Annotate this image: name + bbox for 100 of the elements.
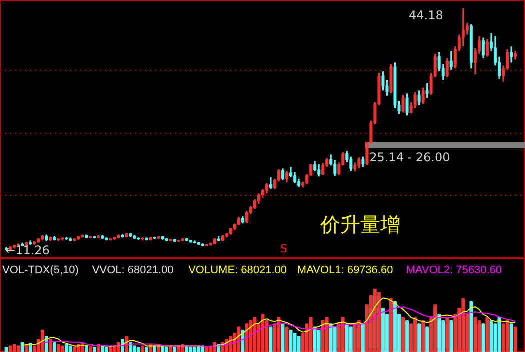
bar: [333, 326, 337, 352]
bar: [145, 346, 148, 352]
candlestick: [462, 8, 465, 48]
bar: [317, 330, 321, 352]
bar: [378, 292, 381, 352]
bar: [60, 346, 64, 352]
bar: [390, 298, 393, 352]
bar: [92, 346, 96, 352]
bar: [16, 346, 20, 352]
bar: [325, 317, 329, 352]
candlestick: [286, 170, 289, 184]
bar: [40, 330, 44, 352]
bar: [426, 326, 430, 352]
text: MAVOL2: 75630.60: [406, 264, 502, 276]
bar: [361, 324, 365, 352]
bar: [434, 304, 438, 352]
band-label: 25.14 - 26.00: [370, 150, 450, 164]
annotation: 44.18: [409, 8, 444, 23]
bar: [446, 317, 450, 352]
candlestick: [314, 160, 317, 172]
bar: [293, 333, 297, 352]
candlestick: [270, 176, 273, 190]
bar: [24, 344, 28, 352]
bar: [4, 346, 8, 352]
bar: [297, 336, 301, 352]
text: VOLUME: 68021.00: [188, 264, 288, 276]
bar: [349, 326, 353, 352]
bar: [12, 344, 16, 352]
annotation: S: [280, 242, 288, 256]
bar: [470, 302, 474, 352]
bar: [100, 346, 104, 352]
bar: [450, 320, 454, 352]
bar: [189, 346, 193, 352]
bar: [406, 320, 409, 352]
bar: [474, 317, 478, 352]
bar: [341, 317, 345, 352]
bar: [137, 346, 140, 352]
bar: [462, 298, 466, 352]
bar: [169, 346, 173, 352]
bar: [414, 317, 417, 352]
bar: [353, 324, 357, 352]
bar: [185, 346, 189, 352]
candlestick: [450, 50, 453, 71]
candlestick: [257, 192, 260, 205]
bar: [486, 317, 490, 352]
candlestick: [362, 156, 365, 168]
bar: [205, 346, 209, 352]
bar: [382, 308, 385, 352]
text: MAVOL1: 69736.60: [297, 264, 394, 276]
candlestick: [422, 87, 425, 105]
bar: [345, 324, 349, 352]
candlestick: [382, 70, 385, 92]
candlestick: [482, 37, 485, 60]
bar: [68, 346, 72, 352]
chart-title: VOL-TDX(5,10): [2, 264, 79, 276]
bar: [177, 346, 181, 352]
candlestick: [486, 38, 489, 58]
bar: [161, 346, 165, 352]
bar: [422, 320, 426, 352]
bar: [482, 324, 486, 352]
bar: [109, 346, 112, 352]
bar: [72, 346, 76, 352]
annotation: ←11.26: [6, 243, 50, 258]
bar: [84, 346, 88, 352]
bar: [105, 346, 108, 352]
bar: [402, 317, 405, 352]
bar: [153, 346, 156, 352]
bar: [490, 320, 494, 352]
bar: [56, 344, 60, 352]
bar: [329, 324, 333, 352]
candlestick: [418, 90, 421, 106]
bar: [52, 342, 56, 352]
bar: [88, 346, 92, 352]
bar: [498, 317, 502, 352]
bar: [309, 317, 313, 352]
candlestick: [414, 91, 417, 110]
bar: [165, 346, 169, 352]
candlestick: [466, 22, 469, 36]
bar: [321, 320, 325, 352]
bar: [173, 346, 177, 352]
bar: [64, 344, 68, 352]
annotation: 价升量增: [320, 212, 400, 236]
bar: [313, 326, 317, 352]
bar: [133, 346, 136, 352]
bar: [438, 314, 442, 352]
candlestick: [426, 82, 429, 99]
candlestick: [402, 94, 405, 114]
bar: [8, 346, 12, 352]
bar: [478, 320, 482, 352]
bar: [357, 320, 361, 352]
bar: [48, 339, 52, 352]
bar: [193, 346, 197, 352]
candlestick: [318, 163, 321, 178]
candlestick: [266, 182, 269, 194]
candlestick: [290, 166, 293, 178]
bar: [289, 330, 293, 352]
candlestick: [282, 168, 285, 182]
candlestick: [406, 92, 409, 116]
candlestick: [245, 210, 248, 224]
candlestick: [510, 46, 513, 64]
